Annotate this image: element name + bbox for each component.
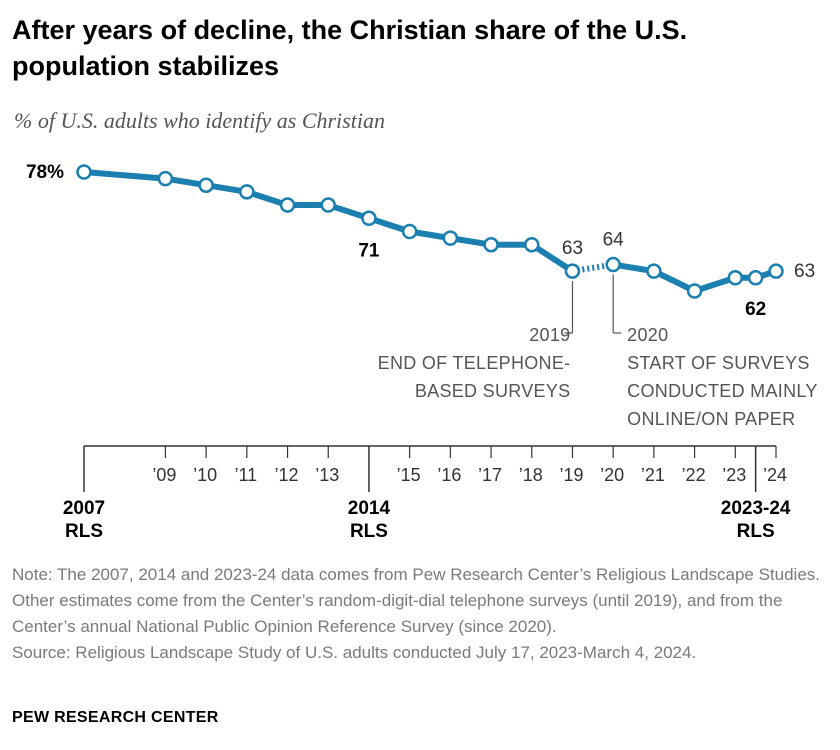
series-line-1 xyxy=(81,169,576,275)
annotation-text-1: BASED SURVEYS xyxy=(415,381,571,401)
x-tick-label: ’10 xyxy=(193,465,217,485)
x-tick-label: ’19 xyxy=(559,465,583,485)
data-label: 64 xyxy=(603,230,625,251)
chart-title: After years of decline, the Christian sh… xyxy=(12,15,688,81)
x-major-tick-label: 2023-24 xyxy=(721,498,791,519)
data-point xyxy=(401,223,418,240)
x-tick-label: ’22 xyxy=(682,465,706,485)
x-tick-label: ’20 xyxy=(600,465,624,485)
data-point xyxy=(747,270,764,286)
data-label: 78% xyxy=(26,162,64,183)
x-tick-label: ’21 xyxy=(641,465,665,485)
line-chart: 78% 71 63 64 62 63 2019 END OF TELEPHONE- BASED … xyxy=(26,162,817,542)
annotation-text-1: END OF TELEPHONE- xyxy=(378,353,571,373)
data-point xyxy=(239,184,255,200)
chart-subtitle: % of U.S. adults who identify as Christi… xyxy=(14,108,385,133)
data-point xyxy=(157,170,174,187)
data-label: 63 xyxy=(562,238,583,259)
x-major-tick-label: 2014 xyxy=(348,498,391,519)
data-point xyxy=(564,263,581,279)
data-point xyxy=(483,236,499,253)
brand-logo-text: PEW RESEARCH CENTER xyxy=(12,709,219,726)
annotation-text-2: CONDUCTED MAINLY xyxy=(627,381,817,401)
x-major-tick-label: 2007 xyxy=(63,498,105,519)
data-point xyxy=(442,230,459,246)
x-tick-label: ’12 xyxy=(275,465,299,485)
note-text: Note: The 2007, 2014 and 2023-24 data co… xyxy=(12,565,820,636)
source-text: Source: Religious Landscape Study of U.S… xyxy=(12,643,697,662)
data-point xyxy=(686,283,703,299)
data-label: 62 xyxy=(745,299,766,320)
data-point xyxy=(646,263,662,279)
x-major-tick-label: RLS xyxy=(65,521,103,542)
data-point xyxy=(605,256,621,273)
chart-notes: Note: The 2007, 2014 and 2023-24 data co… xyxy=(12,562,837,666)
x-tick-label: ’11 xyxy=(234,465,257,485)
data-point xyxy=(361,210,377,227)
x-major-tick-label: RLS xyxy=(350,521,388,542)
data-label: 63 xyxy=(794,261,815,282)
data-point xyxy=(320,197,336,213)
x-tick-label: ’23 xyxy=(722,465,746,485)
annotation-text-1: 2019 xyxy=(529,325,570,345)
annotation-text-2: ONLINE/ON PAPER xyxy=(627,409,795,429)
x-major-tick-label: RLS xyxy=(737,521,775,542)
data-point xyxy=(727,270,744,286)
x-tick-label: ’15 xyxy=(397,465,421,485)
data-label: 71 xyxy=(358,240,380,261)
data-point xyxy=(524,236,540,253)
annotation-text-2: 2020 xyxy=(627,325,668,345)
x-tick-label: ’18 xyxy=(519,465,543,485)
x-tick-label: ’13 xyxy=(315,465,339,485)
data-point xyxy=(198,177,214,193)
x-tick-label: ’17 xyxy=(478,465,502,485)
data-point xyxy=(768,263,784,279)
data-point xyxy=(76,164,92,180)
x-tick-label: ’09 xyxy=(152,465,176,485)
x-tick-label: ’16 xyxy=(437,465,461,485)
data-point xyxy=(279,197,296,213)
x-tick-label: ’24 xyxy=(763,465,787,485)
annotation-text-2: START OF SURVEYS xyxy=(627,353,810,373)
